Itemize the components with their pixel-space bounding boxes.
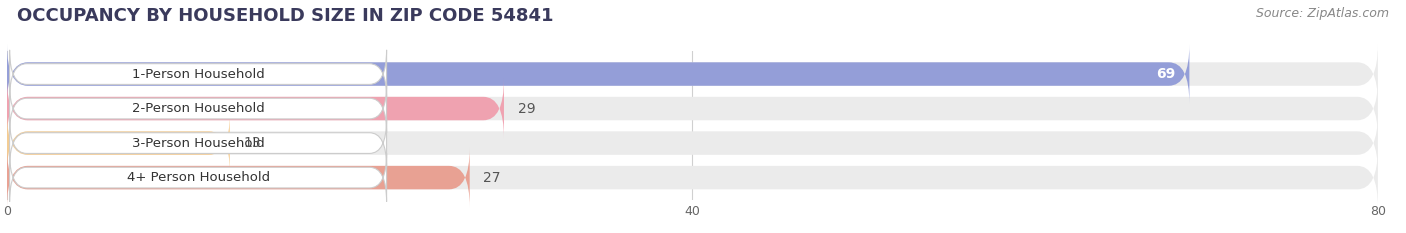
Text: 3-Person Household: 3-Person Household xyxy=(132,137,264,150)
FancyBboxPatch shape xyxy=(10,154,387,202)
FancyBboxPatch shape xyxy=(7,148,1378,207)
Text: 29: 29 xyxy=(517,102,536,116)
FancyBboxPatch shape xyxy=(10,84,387,133)
Text: 4+ Person Household: 4+ Person Household xyxy=(127,171,270,184)
FancyBboxPatch shape xyxy=(7,44,1189,104)
Text: OCCUPANCY BY HOUSEHOLD SIZE IN ZIP CODE 54841: OCCUPANCY BY HOUSEHOLD SIZE IN ZIP CODE … xyxy=(17,7,554,25)
FancyBboxPatch shape xyxy=(7,148,470,207)
Text: Source: ZipAtlas.com: Source: ZipAtlas.com xyxy=(1256,7,1389,20)
Text: 69: 69 xyxy=(1156,67,1175,81)
Text: 2-Person Household: 2-Person Household xyxy=(132,102,264,115)
FancyBboxPatch shape xyxy=(7,79,1378,138)
Text: 27: 27 xyxy=(484,171,501,185)
FancyBboxPatch shape xyxy=(10,50,387,98)
FancyBboxPatch shape xyxy=(7,44,1378,104)
FancyBboxPatch shape xyxy=(10,119,387,167)
FancyBboxPatch shape xyxy=(7,113,1378,173)
Text: 13: 13 xyxy=(243,136,262,150)
Text: 1-Person Household: 1-Person Household xyxy=(132,68,264,81)
FancyBboxPatch shape xyxy=(7,113,229,173)
FancyBboxPatch shape xyxy=(7,79,503,138)
